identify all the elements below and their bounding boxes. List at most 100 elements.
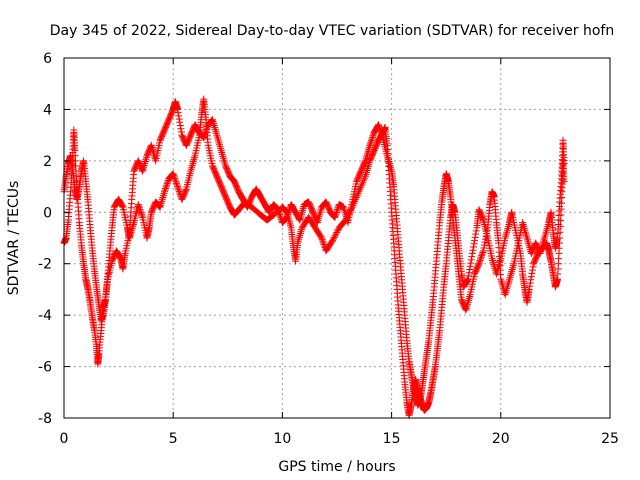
data-markers [60, 95, 568, 419]
data-point-marker [544, 221, 552, 228]
data-point-marker [211, 125, 219, 133]
data-point-marker [367, 137, 375, 145]
data-point-marker [162, 183, 170, 191]
data-point-marker [468, 253, 476, 261]
data-point-marker [478, 252, 486, 260]
y-tick-label: -8 [38, 411, 52, 427]
data-point-marker [465, 272, 473, 280]
data-point-marker [138, 212, 146, 220]
data-point-marker [543, 224, 551, 232]
data-point-marker [287, 222, 295, 230]
data-point-marker [159, 192, 167, 200]
data-point-marker [172, 179, 180, 187]
data-point-marker [472, 230, 480, 238]
data-point-marker [527, 276, 535, 284]
data-point-marker [175, 112, 183, 120]
data-point-marker [508, 267, 516, 275]
data-point-marker [175, 187, 183, 195]
data-point-marker [286, 220, 294, 228]
data-point-marker [471, 237, 479, 245]
x-tick-label: 5 [169, 431, 178, 447]
data-point-marker [171, 175, 179, 183]
data-point-marker [509, 264, 517, 272]
data-point-marker [521, 228, 529, 236]
data-point-marker [316, 209, 324, 217]
y-axis-label: SDTVAR / TECUs [6, 181, 22, 296]
data-point-marker [162, 185, 170, 192]
data-point-marker [332, 230, 340, 238]
data-point-marker [502, 230, 510, 238]
data-point-marker [501, 291, 509, 299]
data-point-marker [177, 128, 185, 136]
data-point-marker [467, 259, 475, 267]
chart-title: Day 345 of 2022, Sidereal Day-to-day VTE… [50, 23, 614, 39]
data-point-marker [503, 228, 511, 236]
data-point-marker [190, 156, 198, 164]
data-point-marker [524, 236, 532, 244]
data-point-marker [525, 240, 533, 248]
data-point-marker [218, 149, 226, 156]
data-point-marker [135, 202, 143, 210]
data-point-marker [466, 293, 474, 300]
data-point-marker [159, 194, 167, 201]
data-point-marker [465, 294, 473, 302]
data-point-marker [297, 228, 305, 236]
data-point-marker [527, 273, 535, 281]
data-point-marker [492, 270, 500, 278]
data-point-marker [175, 115, 183, 123]
data-point-marker [141, 158, 149, 165]
y-tick-label: 2 [43, 154, 52, 170]
data-point-marker [118, 202, 126, 210]
data-point-marker [216, 141, 224, 149]
data-point-marker [221, 158, 229, 166]
data-point-marker [138, 210, 146, 218]
data-point-marker [136, 207, 144, 215]
data-point-marker [329, 237, 337, 245]
data-point-marker [528, 266, 536, 274]
data-point-marker [471, 233, 479, 241]
data-point-marker [522, 232, 530, 240]
data-point-marker [478, 250, 486, 258]
data-point-marker [296, 230, 304, 237]
data-point-marker [503, 226, 511, 234]
data-point-marker [174, 105, 182, 113]
x-tick-label: 25 [601, 431, 619, 447]
data-point-marker [505, 277, 513, 285]
data-point-marker [188, 161, 196, 169]
data-point-marker [215, 139, 223, 147]
data-point-marker [472, 227, 480, 235]
data-point-marker [525, 285, 533, 293]
data-point-marker [504, 279, 512, 287]
data-point-marker [171, 176, 179, 184]
data-point-marker [543, 226, 551, 234]
data-point-marker [384, 154, 392, 162]
data-point-marker [364, 147, 372, 155]
data-point-marker [489, 258, 497, 266]
data-point-marker [504, 281, 512, 289]
data-point-marker [522, 230, 530, 238]
data-point-marker [295, 233, 303, 241]
x-tick-label: 15 [383, 431, 401, 447]
data-point-marker [544, 222, 552, 230]
data-point-marker [333, 229, 341, 237]
data-point-marker [217, 145, 225, 153]
data-point-marker [175, 186, 183, 194]
data-point-marker [507, 269, 515, 277]
data-point-marker [504, 224, 512, 232]
x-tick-label: 0 [60, 431, 69, 447]
y-tick-label: -4 [38, 308, 52, 324]
data-point-marker [212, 129, 220, 137]
data-point-marker [177, 125, 185, 133]
y-tick-label: -6 [38, 360, 52, 376]
data-point-marker [158, 195, 166, 203]
data-point-marker [189, 158, 197, 165]
data-point-marker [137, 209, 145, 217]
data-point-marker [213, 133, 221, 141]
data-point-marker [509, 262, 517, 270]
data-point-marker [211, 123, 219, 131]
data-point-marker [526, 282, 534, 290]
data-point-marker [466, 262, 474, 270]
data-point-marker [213, 131, 221, 139]
data-point-marker [505, 221, 513, 228]
